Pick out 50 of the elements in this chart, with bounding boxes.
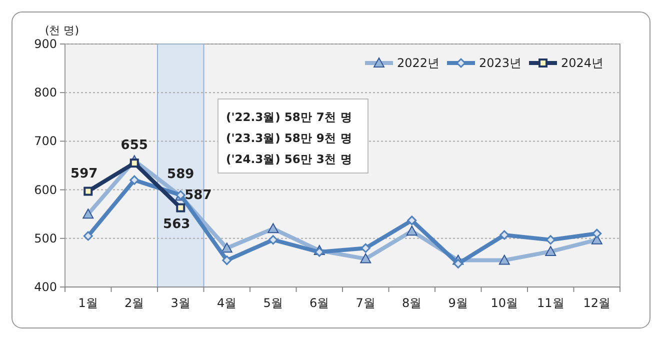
x-tick-label: 9월 bbox=[448, 296, 468, 310]
point bbox=[500, 230, 510, 240]
legend-label: 2022년 bbox=[397, 56, 440, 70]
annotation: ('23.3월) 58만 9천 명 bbox=[226, 131, 352, 145]
x-tick-label: 3월 bbox=[170, 296, 190, 310]
point bbox=[222, 256, 232, 266]
data-label: 589 bbox=[167, 167, 194, 182]
y-tick-label: 900 bbox=[34, 37, 57, 51]
point bbox=[360, 253, 372, 264]
point bbox=[407, 216, 417, 226]
point bbox=[83, 231, 93, 241]
x-tick-label: 8월 bbox=[402, 296, 422, 310]
point bbox=[545, 246, 556, 256]
point bbox=[130, 158, 139, 168]
x-tick-label: 6월 bbox=[310, 296, 330, 310]
y-tick-label: 700 bbox=[34, 134, 57, 148]
y-tick-label: 500 bbox=[34, 231, 57, 246]
point bbox=[221, 242, 232, 253]
y-tick-label: 400 bbox=[34, 280, 57, 294]
annotation: ('22.3월) 58만 7천 명 bbox=[226, 110, 352, 124]
point bbox=[406, 226, 418, 236]
point bbox=[176, 203, 186, 212]
point bbox=[546, 235, 556, 245]
x-tick-label: 5월 bbox=[263, 296, 283, 310]
point bbox=[453, 258, 463, 268]
y-tick-label: 600 bbox=[34, 182, 57, 197]
y-tick-label: 800 bbox=[34, 86, 57, 100]
point bbox=[268, 235, 278, 245]
x-tick-label: 10월 bbox=[490, 296, 518, 310]
x-tick-label: 12월 bbox=[583, 296, 611, 310]
point bbox=[592, 228, 602, 238]
point bbox=[498, 254, 510, 265]
y-axis-title: (천 명) bbox=[44, 24, 80, 37]
point bbox=[268, 223, 279, 234]
data-label: 563 bbox=[163, 216, 190, 232]
x-tick-label: 11월 bbox=[536, 296, 564, 310]
x-tick-label: 4월 bbox=[217, 296, 237, 310]
data-label: 587 bbox=[184, 188, 212, 204]
x-tick-label: 1월 bbox=[78, 296, 98, 310]
x-tick-label: 2월 bbox=[124, 296, 144, 310]
legend-label: 2023년 bbox=[479, 56, 522, 70]
point bbox=[360, 243, 370, 253]
data-label: 597 bbox=[70, 166, 98, 182]
x-tick-label: 7월 bbox=[356, 296, 376, 310]
legend-label: 2024년 bbox=[561, 56, 604, 70]
point bbox=[82, 208, 94, 219]
point bbox=[84, 186, 93, 196]
point bbox=[130, 175, 140, 185]
data-label: 655 bbox=[120, 138, 148, 154]
annotation: ('24.3월) 56만 3천 명 bbox=[226, 152, 352, 166]
